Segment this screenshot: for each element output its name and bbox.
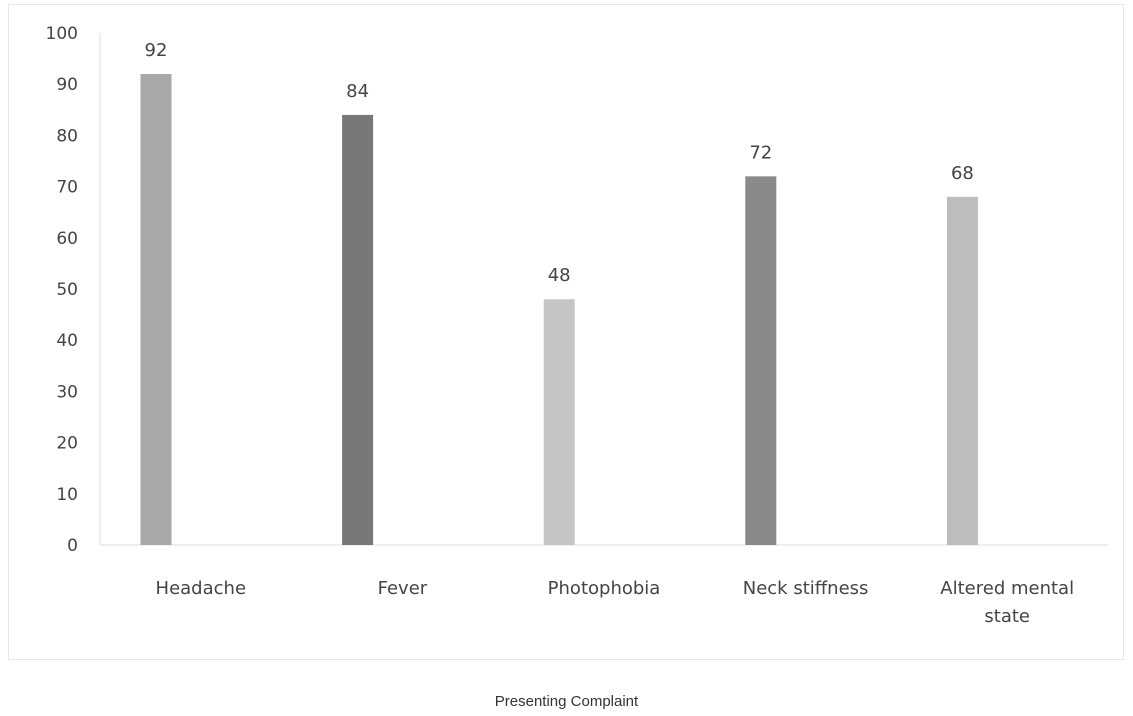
data-label: 48 <box>548 265 571 286</box>
data-label: 92 <box>145 40 168 61</box>
y-tick-label: 20 <box>56 434 78 454</box>
y-tick-label: 40 <box>56 331 78 351</box>
y-tick-label: 90 <box>56 75 78 95</box>
bar <box>946 196 978 545</box>
y-tick-label: 0 <box>67 536 78 556</box>
category-label: state <box>984 606 1030 627</box>
y-tick-label: 60 <box>56 229 78 249</box>
category-label: Neck stiffness <box>743 578 869 599</box>
y-tick-label: 50 <box>56 280 78 300</box>
y-tick-label: 80 <box>56 126 78 146</box>
bar <box>140 73 172 546</box>
bar <box>342 114 374 546</box>
data-label: 72 <box>749 142 772 163</box>
chart-frame <box>8 4 1124 660</box>
y-tick-label: 100 <box>46 24 78 44</box>
data-label: 84 <box>346 81 369 102</box>
bar <box>543 299 575 545</box>
category-label: Headache <box>156 578 246 599</box>
category-label: Photophobia <box>548 578 661 599</box>
category-label: Fever <box>378 578 428 599</box>
y-tick-label: 30 <box>56 382 78 402</box>
x-axis-title: Presenting Complaint <box>494 693 639 710</box>
data-label: 68 <box>951 163 974 184</box>
y-tick-label: 10 <box>56 485 78 505</box>
y-tick-label: 70 <box>56 178 78 198</box>
category-label: Altered mental <box>940 578 1074 599</box>
bar <box>745 176 777 546</box>
